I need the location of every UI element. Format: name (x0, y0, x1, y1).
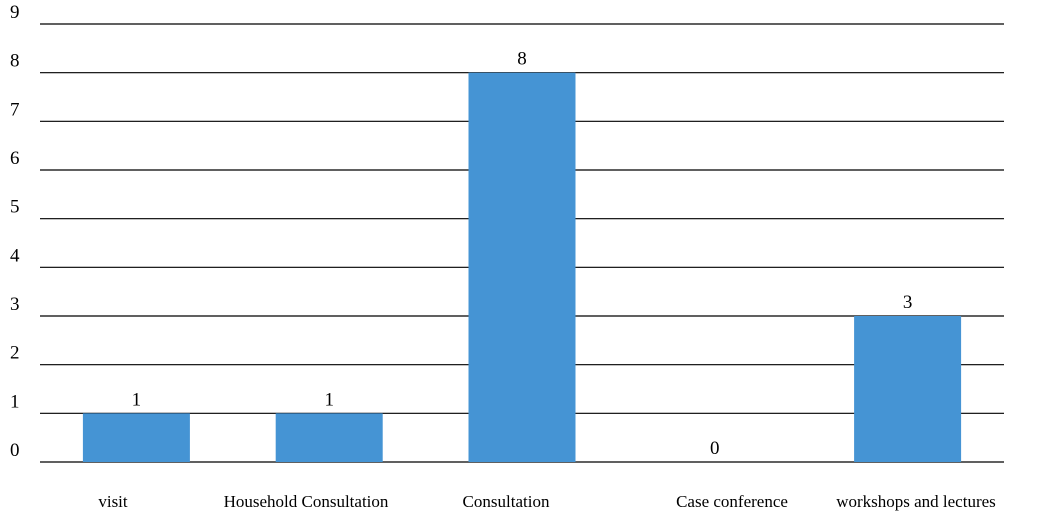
data-label: 0 (710, 438, 720, 459)
bar-workshops-and-lectures (854, 316, 962, 462)
x-category-label: workshops and lectures (836, 492, 996, 511)
y-tick-label: 9 (10, 2, 20, 23)
data-labels: 1 1 8 0 3 (132, 49, 913, 459)
y-tick-label: 2 (10, 343, 20, 364)
y-tick-label: 5 (10, 197, 20, 218)
y-tick-label: 1 (10, 391, 20, 412)
x-category-label: visit (98, 492, 128, 511)
y-tick-label: 0 (10, 440, 20, 461)
bar-visit (82, 413, 190, 462)
x-category-label: Household Consultation (224, 492, 389, 511)
x-category-label: Consultation (463, 492, 550, 511)
x-category-label: Case conference (676, 492, 788, 511)
y-tick-label: 4 (10, 245, 20, 266)
bar-consultation (468, 72, 576, 463)
data-label: 8 (517, 49, 527, 70)
bar-household-consultation (275, 413, 383, 462)
data-label: 1 (324, 389, 334, 410)
y-tick-label: 7 (10, 99, 20, 120)
x-axis-category-labels: visit Household Consultation Consultation C… (98, 492, 995, 511)
y-tick-label: 8 (10, 51, 20, 72)
y-axis-tick-labels: 0 1 2 3 4 5 6 7 8 9 (10, 2, 20, 461)
bars (82, 72, 962, 463)
y-tick-label: 6 (10, 148, 20, 169)
data-label: 3 (903, 292, 913, 313)
y-tick-label: 3 (10, 294, 20, 315)
data-label: 1 (132, 389, 142, 410)
